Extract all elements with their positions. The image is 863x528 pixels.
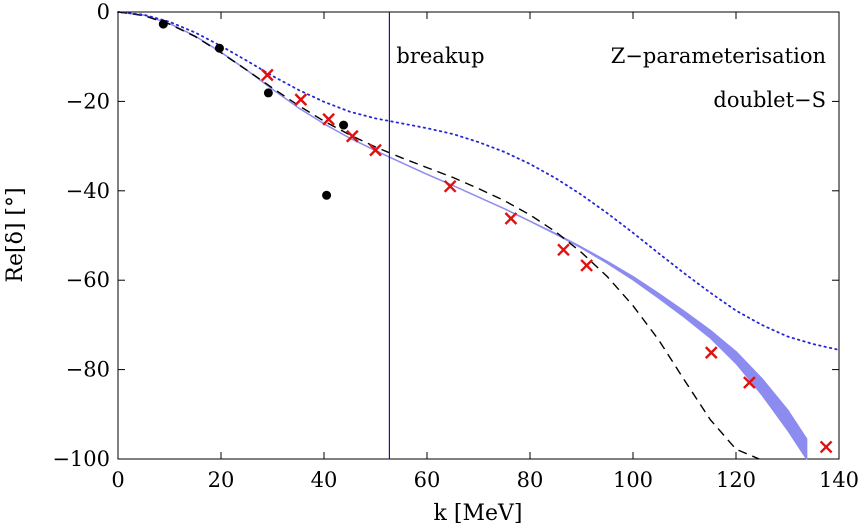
black-dot-point [214,43,224,53]
red-cross-point [322,112,335,126]
y-tick-label: −80 [66,358,110,382]
red-cross-point [443,179,457,193]
red-cross-point [704,346,718,359]
red-cross-stroke [743,376,756,389]
red-cross-stroke [704,346,718,359]
red-cross-stroke [819,440,833,454]
red-cross-point [369,143,382,157]
black-dot-point [322,190,332,200]
red-cross-stroke [369,143,382,157]
black-dot-point [158,19,168,29]
y-tick-label: −20 [66,89,110,113]
red-cross-stroke [580,259,593,272]
tick-layer: 0 20 40 60 80 100 120 140 0 −20 −40 −60 −80 −100 [52,0,859,492]
red-cross-stroke [345,129,359,143]
dashed-line [117,11,760,460]
dotted-line [117,11,840,351]
red-cross-point [580,259,593,272]
red-cross-stroke [322,112,335,126]
y-tick-label: 0 [97,0,110,24]
x-tick-label: 80 [517,468,544,492]
band-layer [117,11,808,460]
red-cross-stroke [557,243,570,257]
x-tick-label: 120 [716,468,756,492]
red-cross-stroke [443,179,457,193]
red-cross-stroke [261,68,274,82]
y-axis-title: Re[δ] [°] [3,187,28,282]
plot-frame [117,11,840,460]
x-tick-label: 60 [414,468,441,492]
red-cross-point [294,93,308,106]
x-tick-label: 140 [819,468,859,492]
point-layer [158,19,833,454]
parameterisation-label: Z−parameterisation [611,44,826,68]
red-cross-stroke [504,212,518,225]
red-cross-point [557,243,570,257]
x-tick-label: 40 [311,468,338,492]
breakup-label: breakup [396,44,484,68]
red-cross-point [261,68,274,82]
y-tick-label: −100 [52,447,110,471]
red-cross-point [504,212,518,225]
band-series [117,11,808,460]
x-tick-label: 20 [208,468,235,492]
red-cross-point [345,129,359,143]
red-cross-point [743,376,756,389]
x-axis-title: k [MeV] [434,501,523,526]
y-tick-label: −40 [66,179,110,203]
channel-label: doublet−S [713,88,826,112]
y-tick-label: −60 [66,268,110,292]
black-dot-point [339,120,349,130]
red-cross-point [819,440,833,454]
black-dot-point [263,88,273,98]
line-layer [117,11,840,460]
red-cross-stroke [294,93,308,106]
x-tick-label: 0 [111,468,124,492]
x-tick-label: 100 [613,468,653,492]
